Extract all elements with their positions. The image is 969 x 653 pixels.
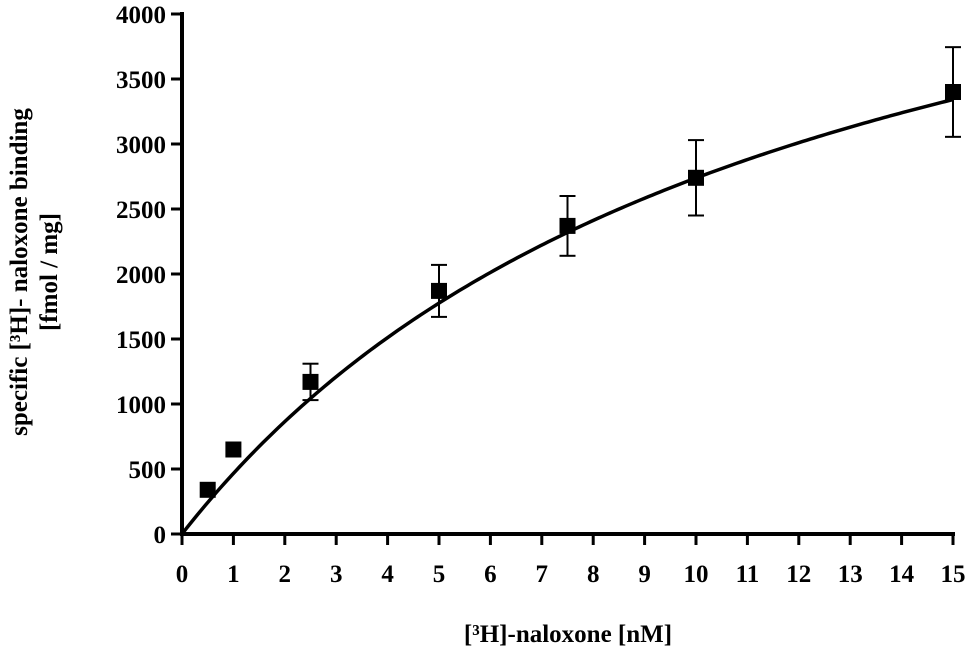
x-tick-label: 7 [536,561,549,588]
data-point [431,282,447,299]
y-axis-title-line1: specific [³H]- naloxone binding [6,108,33,436]
x-axis-ticks: 0 1 2 3 4 5 6 7 8 9 10 11 12 13 14 15 [176,534,966,588]
y-tick-label: 2500 [116,197,166,224]
x-tick-label: 3 [330,561,343,588]
fit-curve-group [180,97,954,536]
x-tick-label: 11 [736,561,760,588]
x-tick-label: 8 [587,561,600,588]
x-tick-label: 14 [889,561,915,588]
y-axis-title-line2: [fmol / mg] [36,213,63,331]
x-tick-label: 15 [941,561,966,588]
x-tick-label: 6 [484,561,497,588]
x-tick-label: 13 [838,561,863,588]
x-tick-label: 10 [684,561,709,588]
y-tick-label: 1000 [116,392,166,419]
y-tick-label: 2000 [116,262,166,289]
data-point [302,373,319,390]
x-tick-label: 0 [176,561,189,588]
error-bars [302,46,961,402]
data-point [688,169,704,186]
y-tick-label: 500 [129,457,167,484]
x-tick-label: 12 [786,561,811,588]
x-tick-label: 2 [279,561,292,588]
data-markers [199,84,961,498]
axes [180,12,955,536]
data-point [225,441,242,458]
y-tick-label: 1500 [116,327,166,354]
y-axis-ticks: 0 500 1000 1500 2000 2500 3000 3500 4000 [116,2,182,549]
x-tick-label: 4 [381,561,394,588]
x-tick-label: 1 [227,561,240,588]
data-point [559,217,576,234]
x-tick-label: 5 [433,561,446,588]
data-point [199,481,216,498]
y-tick-label: 3000 [116,132,166,159]
fit-curve [180,97,954,536]
x-axis-title: [³H]-naloxone [nM] [464,621,672,648]
y-tick-label: 3500 [116,67,166,94]
data-point [945,84,961,100]
y-tick-label: 0 [154,522,167,549]
y-tick-label: 4000 [116,2,166,29]
x-tick-label: 9 [638,561,651,588]
